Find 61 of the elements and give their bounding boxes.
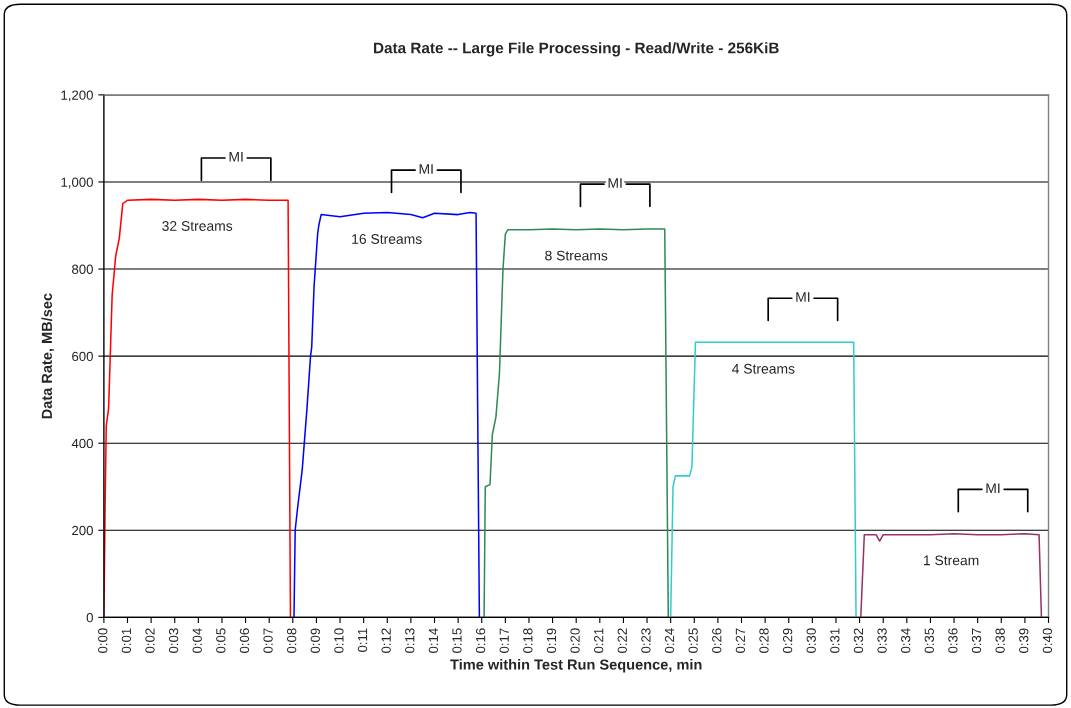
x-tick-label: 0:27 [735, 628, 746, 653]
annotation: MI [419, 164, 433, 174]
annotation: MI [796, 292, 810, 302]
x-tick-label: 0:28 [759, 628, 769, 653]
annotation: MI [608, 178, 622, 188]
x-tick-label: 0:33 [877, 628, 887, 653]
y-tick-label: 800 [72, 264, 93, 274]
x-tick-label: 0:30 [806, 628, 816, 653]
y-axis-title: Data Rate, MB/sec [41, 293, 55, 419]
x-tick-label: 0:08 [287, 628, 297, 653]
y-tick-label: 1,200 [61, 90, 93, 102]
series-label: 16 Streams [352, 234, 422, 244]
x-tick-label: 0:36 [948, 628, 958, 653]
x-tick-label: 0:15 [452, 628, 462, 653]
x-tick-label: 0:29 [782, 628, 793, 653]
x-tick-label: 0:06 [239, 628, 250, 653]
x-tick-label: 0:35 [924, 628, 934, 653]
x-tick-label: 0:16 [475, 628, 486, 653]
x-tick-label: 0:32 [853, 628, 864, 653]
annotation: MI [986, 483, 1000, 493]
x-tick-label: 0:02 [145, 628, 155, 653]
series-label: 8 Streams [545, 250, 608, 261]
x-tick-label: 0:23 [641, 628, 651, 653]
x-tick-label: 0:22 [617, 628, 627, 653]
series-label: 1 Stream [923, 555, 979, 566]
series-label: 4 Streams [732, 363, 795, 374]
y-tick-label: 400 [71, 438, 93, 449]
x-tick-label: 0:07 [263, 628, 273, 653]
y-tick-label: 0 [86, 612, 93, 623]
y-tick-label: 600 [72, 351, 93, 362]
x-tick-label: 0:24 [664, 628, 675, 653]
x-tick-label: 0:26 [712, 628, 722, 653]
x-tick-label: 0:13 [405, 628, 415, 653]
series-label: 32 Streams [162, 221, 233, 231]
x-tick-label: 0:10 [334, 628, 344, 653]
x-tick-label: 0:19 [546, 628, 557, 653]
x-tick-label: 0:39 [1019, 628, 1029, 653]
chart-title: Data Rate -- Large File Processing - Read/Write - 256KiB [374, 42, 779, 57]
x-tick-label: 0:18 [523, 628, 533, 653]
x-tick-label: 0:00 [98, 628, 108, 653]
x-tick-label: 0:11 [357, 628, 368, 652]
x-tick-label: 0:38 [995, 628, 1005, 653]
x-axis-title: Time within Test Run Sequence, min [450, 659, 702, 673]
x-tick-label: 0:20 [570, 628, 580, 653]
x-tick-label: 0:40 [1042, 628, 1053, 653]
x-tick-label: 0:03 [168, 628, 179, 653]
x-tick-label: 0:09 [310, 628, 320, 653]
x-tick-label: 0:21 [594, 628, 604, 653]
y-tick-label: 200 [72, 525, 93, 536]
x-tick-label: 0:04 [192, 628, 202, 653]
x-tick-label: 0:01 [121, 628, 132, 653]
x-tick-label: 0:14 [428, 628, 439, 653]
x-tick-label: 0:25 [688, 628, 698, 653]
y-tick-label: 1,000 [61, 177, 93, 189]
x-tick-label: 0:17 [499, 628, 509, 653]
x-tick-label: 0:31 [830, 628, 840, 653]
x-tick-label: 0:12 [381, 628, 391, 653]
x-tick-label: 0:37 [971, 628, 982, 653]
x-tick-label: 0:34 [901, 628, 911, 653]
x-tick-label: 0:05 [216, 628, 226, 653]
annotation: MI [229, 152, 243, 162]
